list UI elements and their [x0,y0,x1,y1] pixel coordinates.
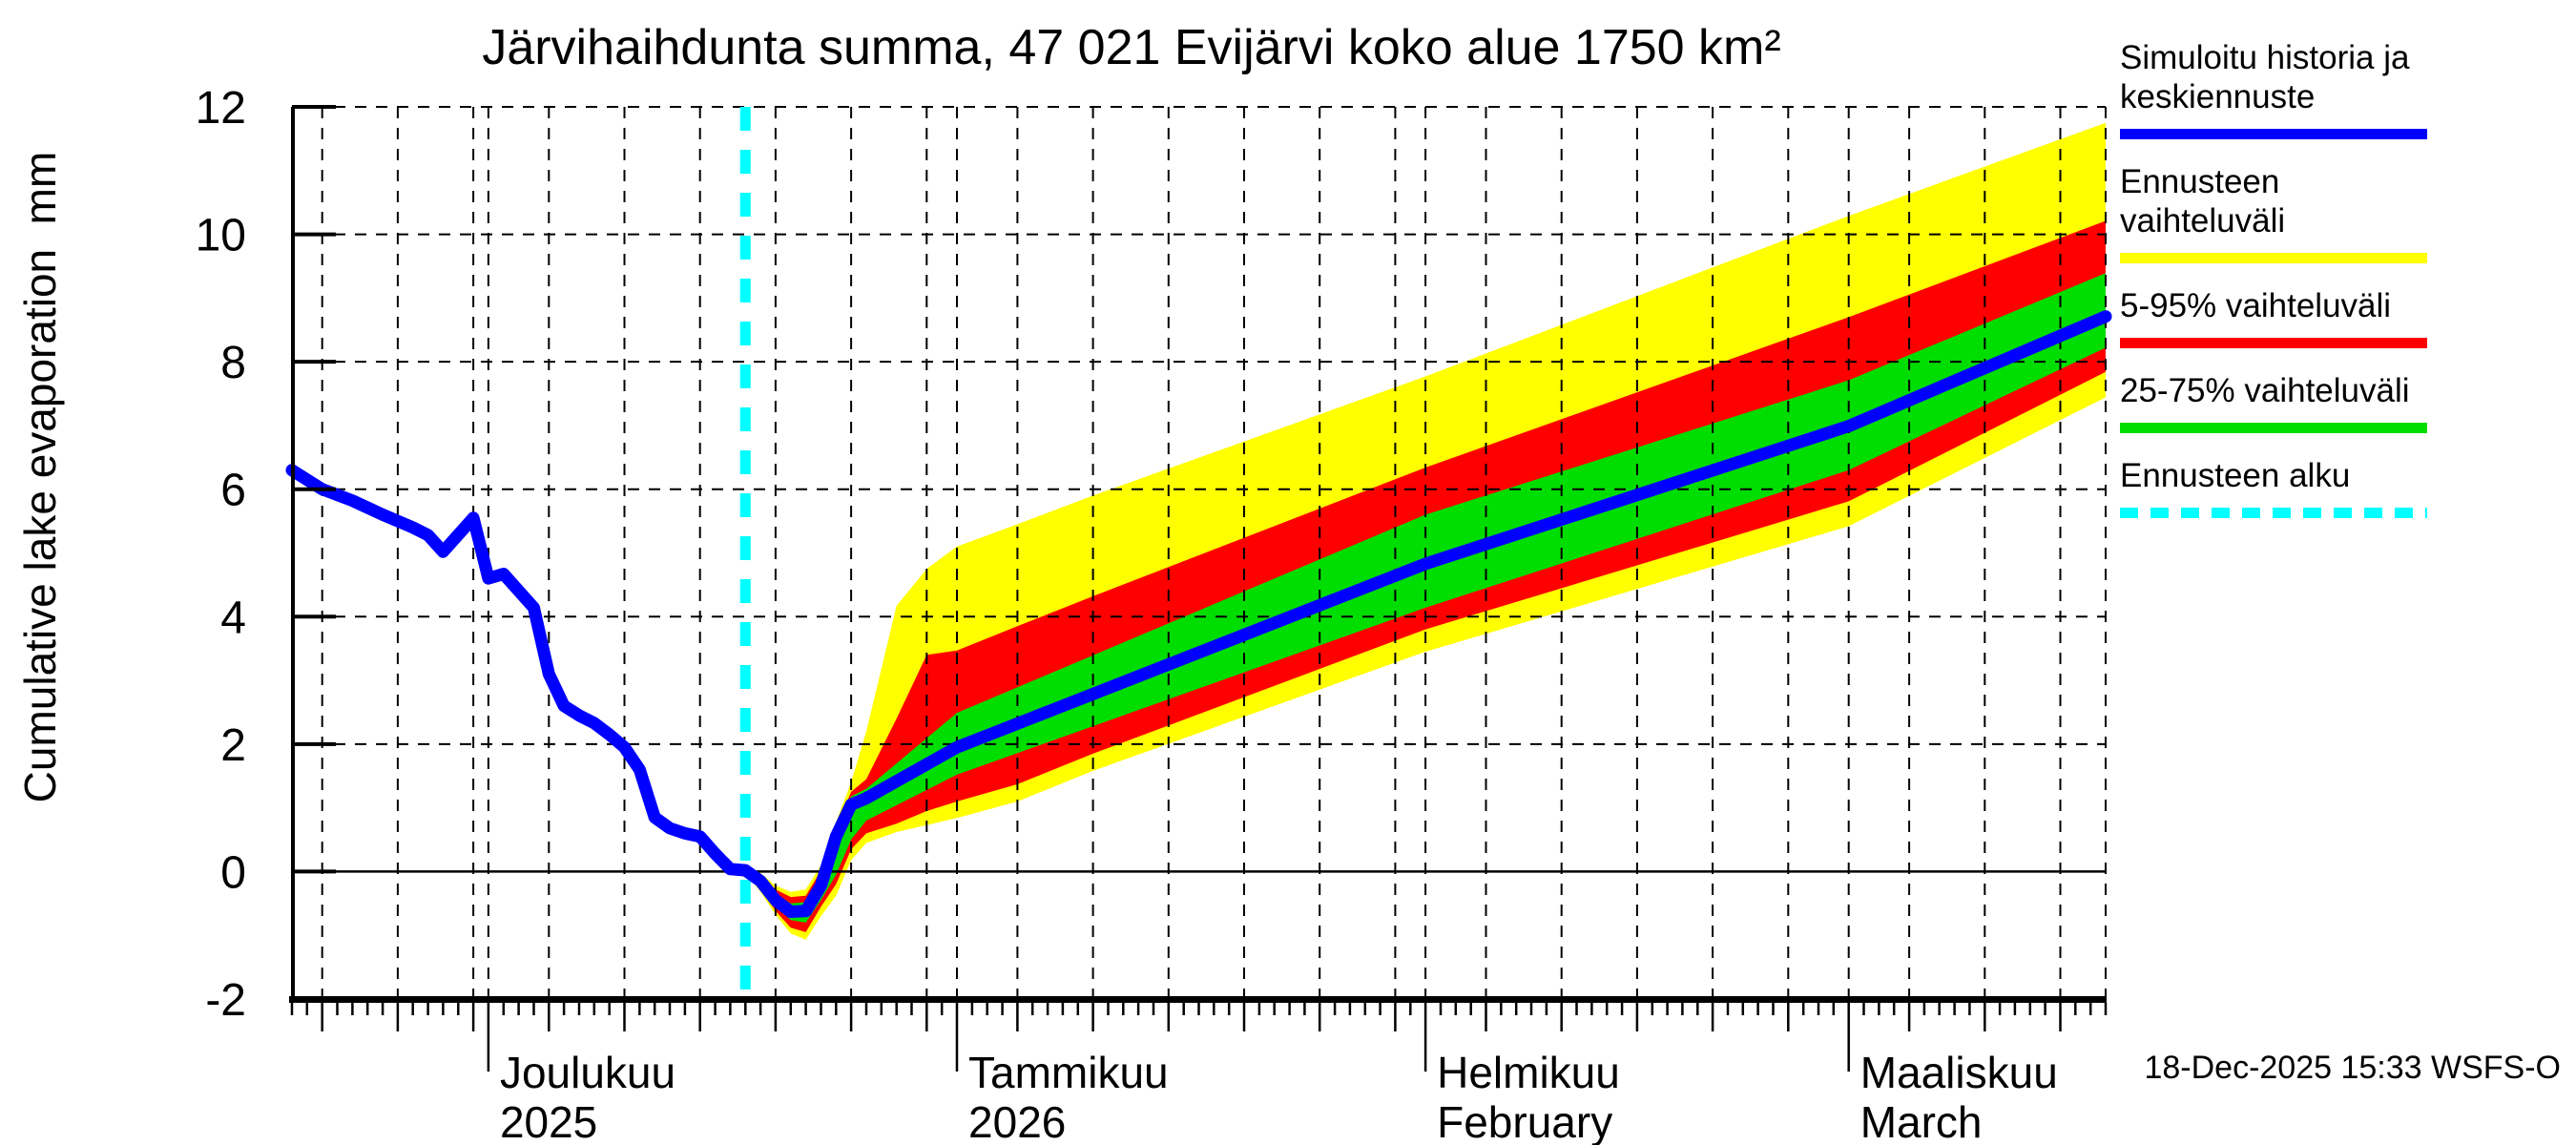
chart-title: Järvihaihdunta summa, 47 021 Evijärvi ko… [482,20,1781,75]
y-tick-label: 2 [220,720,246,771]
y-tick-label: 12 [196,83,246,134]
legend-item-full-range: Ennusteen vaihteluväli [2120,162,2444,263]
x-month-sublabel: March [1860,1097,1983,1145]
x-month-label: Helmikuu [1437,1048,1620,1097]
legend-label: Simuloitu historia ja keskiennuste [2120,39,2410,115]
x-month-label: Tammikuu [968,1048,1169,1097]
legend-swatch-0 [2120,129,2427,139]
legend-swatch-2 [2120,338,2427,348]
y-tick-label: 10 [196,211,246,261]
legend-label: 5-95% vaihteluväli [2120,287,2392,324]
x-month-label: Joulukuu [500,1048,675,1097]
legend-item-forecast-start: Ennusteen alku [2120,456,2444,518]
y-tick-label: 0 [220,847,246,898]
legend-item-history: Simuloitu historia ja keskiennuste [2120,38,2444,139]
legend-label: 25-75% vaihteluväli [2120,372,2410,409]
x-month-label: Maaliskuu [1860,1048,2058,1097]
history-forecast-line [285,310,2112,918]
x-month-sublabel: February [1437,1097,1612,1145]
legend-swatch-3 [2120,423,2427,433]
legend-label: Ennusteen alku [2120,457,2351,494]
y-axis-label: Cumulative lake evaporation mm [15,151,65,803]
legend-swatch-4 [2120,508,2427,518]
gridlines-layer [292,106,2107,999]
timestamp: 18-Dec-2025 15:33 WSFS-O [2144,1050,2561,1086]
legend: Simuloitu historia ja keskiennuste Ennus… [2120,38,2444,541]
legend-swatch-1 [2120,253,2427,263]
legend-item-5-95: 5-95% vaihteluväli [2120,286,2444,348]
legend-item-25-75: 25-75% vaihteluväli [2120,371,2444,433]
y-tick-label: 4 [220,593,246,643]
legend-label: Ennusteen vaihteluväli [2120,163,2286,239]
x-month-sublabel: 2025 [500,1097,597,1145]
y-tick-label: -2 [205,975,246,1026]
y-tick-label: 8 [220,338,246,388]
y-tick-label: 6 [220,466,246,516]
x-month-sublabel: 2026 [968,1097,1066,1145]
